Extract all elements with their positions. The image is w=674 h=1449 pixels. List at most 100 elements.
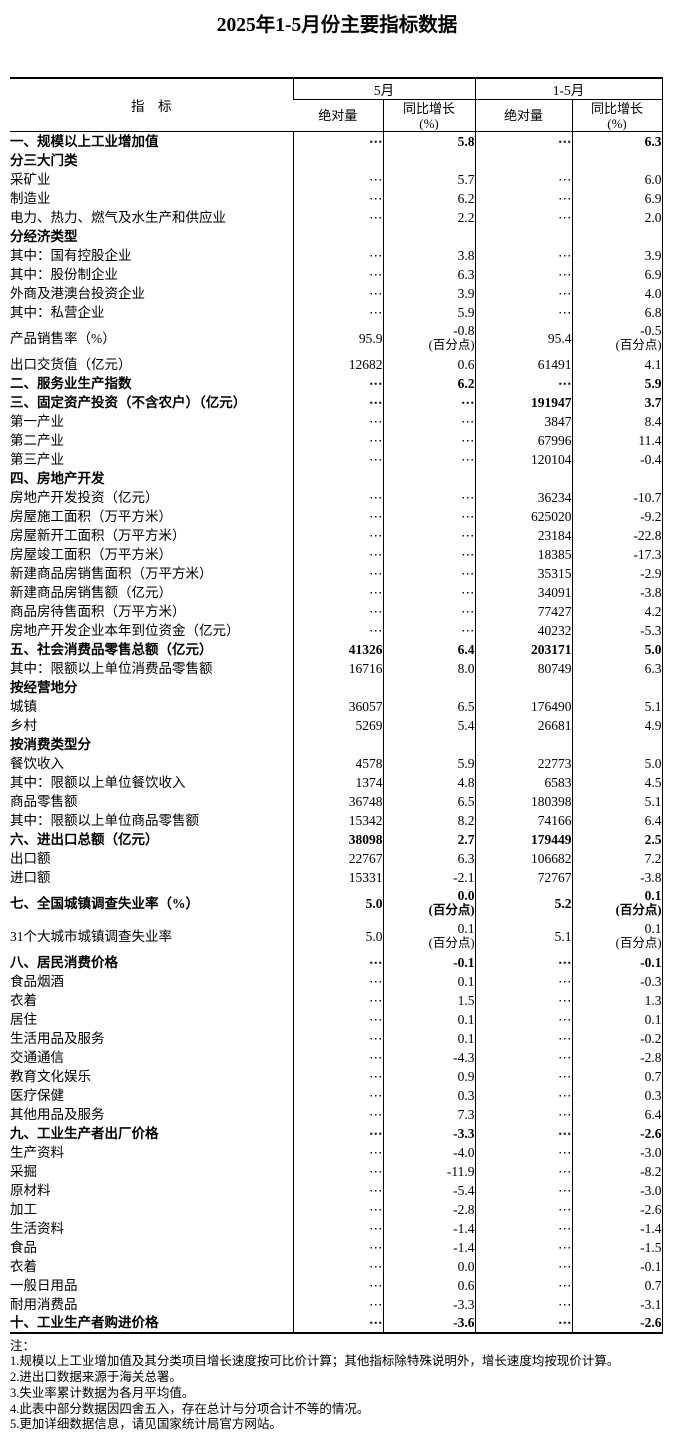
value-cell-may-yoy: 3.8 bbox=[382, 245, 475, 265]
indicator-cell: 四、房地产开发 bbox=[10, 470, 105, 486]
value-cell-may-absolute: ⋯ bbox=[292, 1275, 383, 1295]
value-cell-cum-absolute: 80749 bbox=[474, 658, 572, 678]
value-cell-cum-absolute: ⋯ bbox=[474, 1009, 572, 1029]
value-cell-may-yoy: -11.9 bbox=[382, 1161, 475, 1181]
table-row: 二、服务业生产指数 ⋯ 6.2 ⋯ 5.9 bbox=[10, 373, 662, 393]
column-group-jan-may: 1-5月 bbox=[474, 78, 662, 100]
value-cell-cum-absolute: ⋯ bbox=[474, 1294, 572, 1314]
value-cell-may-yoy: -2.1 bbox=[382, 867, 475, 887]
note-item: 3.失业率累计数据为各月平均值。 bbox=[10, 1385, 195, 1400]
value-cell-may-yoy: ⋯ bbox=[382, 525, 475, 545]
table-row: 医疗保健 ⋯ 0.3 ⋯ 0.3 bbox=[10, 1085, 662, 1105]
value-cell-cum-absolute: ⋯ bbox=[474, 1123, 572, 1143]
value-cell-may-absolute: ⋯ bbox=[292, 1028, 383, 1048]
indicator-cell: 按消费类型分 bbox=[10, 736, 91, 752]
indicator-cell: 第一产业 bbox=[10, 413, 64, 429]
value-cell-may-yoy bbox=[382, 734, 475, 754]
value-cell-cum-yoy: 7.2 bbox=[571, 848, 662, 868]
value-cell-may-yoy: ⋯ bbox=[382, 563, 475, 583]
value-cell-may-yoy: -0.1 bbox=[382, 952, 475, 972]
value-cell-cum-yoy: -1.5 bbox=[571, 1237, 662, 1257]
value-cell-cum-absolute: ⋯ bbox=[474, 1275, 572, 1295]
value-cell-cum-yoy bbox=[571, 734, 662, 754]
notes-label: 注： bbox=[10, 1338, 36, 1353]
table-row: 原材料 ⋯ -5.4 ⋯ -3.0 bbox=[10, 1180, 662, 1200]
indicator-cell: 加工 bbox=[10, 1201, 37, 1217]
value-cell-cum-yoy: -2.6 bbox=[571, 1313, 662, 1333]
indicator-cell: 其中：国有控股企业 bbox=[10, 247, 132, 263]
value-cell-may-absolute bbox=[292, 150, 383, 170]
value-cell-cum-absolute: ⋯ bbox=[474, 1066, 572, 1086]
value-cell-may-yoy: ⋯ bbox=[382, 544, 475, 564]
unit-note: (百分点) bbox=[428, 936, 475, 950]
value-cell-may-absolute: ⋯ bbox=[292, 544, 383, 564]
value-cell-may-absolute: ⋯ bbox=[292, 188, 383, 208]
table-row: 电力、热力、燃气及水生产和供应业 ⋯ 2.2 ⋯ 2.0 bbox=[10, 207, 662, 227]
indicator-cell: 分经济类型 bbox=[10, 228, 78, 244]
value-cell-may-yoy: ⋯ bbox=[382, 506, 475, 526]
table-row: 新建商品房销售额（亿元） ⋯ ⋯ 34091 -3.8 bbox=[10, 582, 662, 602]
value-cell-cum-yoy: -0.1 bbox=[571, 1256, 662, 1276]
value-cell-cum-yoy: 8.4 bbox=[571, 411, 662, 431]
table-row: 居住 ⋯ 0.1 ⋯ 0.1 bbox=[10, 1009, 662, 1029]
column-header-unit: (%) bbox=[419, 115, 439, 131]
value-cell-may-absolute: ⋯ bbox=[292, 620, 383, 640]
value-cell-may-yoy: 0.1 bbox=[382, 1028, 475, 1048]
indicator-cell: 乡村 bbox=[10, 717, 37, 733]
table-row: 乡村 5269 5.4 26681 4.9 bbox=[10, 715, 662, 735]
value-cell-may-yoy: 5.4 bbox=[382, 715, 475, 735]
value-cell-may-yoy: 2.7 bbox=[382, 829, 475, 849]
indicator-cell: 采矿业 bbox=[10, 171, 51, 187]
value-cell-may-absolute: ⋯ bbox=[292, 1009, 383, 1029]
column-header-may-yoy: 同比增长 (%) bbox=[382, 99, 475, 132]
table-row: 其他用品及服务 ⋯ 7.3 ⋯ 6.4 bbox=[10, 1104, 662, 1124]
value-cell-cum-yoy: 6.4 bbox=[571, 1104, 662, 1124]
value-text: 0.1 bbox=[644, 888, 662, 903]
value-cell-may-yoy: ⋯ bbox=[382, 392, 475, 412]
value-cell-may-absolute: 5269 bbox=[292, 715, 383, 735]
value-cell-may-absolute: 36057 bbox=[292, 696, 383, 716]
value-cell-may-absolute: ⋯ bbox=[292, 1294, 383, 1314]
value-cell-may-yoy: ⋯ bbox=[382, 487, 475, 507]
table-row: 其中：限额以上单位餐饮收入 1374 4.8 6583 4.5 bbox=[10, 772, 662, 792]
table-row: 九、工业生产者出厂价格 ⋯ -3.3 ⋯ -2.6 bbox=[10, 1123, 662, 1143]
table-row: 进口额 15331 -2.1 72767 -3.8 bbox=[10, 867, 662, 887]
table-row: 商品房待售面积（万平方米） ⋯ ⋯ 77427 4.2 bbox=[10, 601, 662, 621]
page-title: 2025年1-5月份主要指标数据 bbox=[216, 15, 458, 36]
value-cell-may-absolute: ⋯ bbox=[292, 1237, 383, 1257]
indicator-cell: 进口额 bbox=[10, 869, 51, 885]
value-cell-may-yoy: 5.9 bbox=[382, 302, 475, 322]
value-cell-cum-absolute: 22773 bbox=[474, 753, 572, 773]
value-cell-cum-absolute: 77427 bbox=[474, 601, 572, 621]
value-cell-may-yoy: 2.2 bbox=[382, 207, 475, 227]
value-cell-may-absolute: 5.0 bbox=[292, 886, 383, 920]
value-cell-may-yoy bbox=[382, 150, 475, 170]
column-header-label: 同比增长 bbox=[402, 100, 455, 116]
value-cell-may-yoy: 6.2 bbox=[382, 188, 475, 208]
table-row: 衣着 ⋯ 1.5 ⋯ 1.3 bbox=[10, 990, 662, 1010]
indicator-cell: 衣着 bbox=[10, 992, 37, 1008]
value-cell-cum-yoy: -3.0 bbox=[571, 1142, 662, 1162]
value-cell-cum-yoy: 6.0 bbox=[571, 169, 662, 189]
table-row: 其中：限额以上单位消费品零售额 16716 8.0 80749 6.3 bbox=[10, 658, 662, 678]
indicator-cell: 九、工业生产者出厂价格 bbox=[10, 1125, 159, 1141]
indicator-cell: 第三产业 bbox=[10, 451, 64, 467]
indicator-cell: 房地产开发投资（亿元） bbox=[10, 489, 159, 505]
table-row: 加工 ⋯ -2.8 ⋯ -2.6 bbox=[10, 1199, 662, 1219]
value-cell-may-yoy: ⋯ bbox=[382, 449, 475, 469]
value-cell-cum-absolute: ⋯ bbox=[474, 1085, 572, 1105]
table-row: 生活资料 ⋯ -1.4 ⋯ -1.4 bbox=[10, 1218, 662, 1238]
value-cell-may-yoy: 3.9 bbox=[382, 283, 475, 303]
indicator-cell: 原材料 bbox=[10, 1182, 51, 1198]
indicator-cell: 餐饮收入 bbox=[10, 755, 64, 771]
value-cell-cum-yoy bbox=[571, 226, 662, 246]
value-cell-may-yoy: 0.1 (百分点) bbox=[382, 919, 475, 953]
value-cell-cum-absolute: 95.4 bbox=[474, 321, 572, 355]
unit-note: (百分点) bbox=[428, 903, 475, 917]
value-cell-may-absolute: ⋯ bbox=[292, 971, 383, 991]
value-cell-cum-absolute: ⋯ bbox=[474, 302, 572, 322]
value-cell-may-yoy bbox=[382, 226, 475, 246]
indicator-cell: 房屋新开工面积（万平方米） bbox=[10, 527, 186, 543]
value-cell-cum-absolute: ⋯ bbox=[474, 990, 572, 1010]
value-cell-may-absolute: ⋯ bbox=[292, 1199, 383, 1219]
